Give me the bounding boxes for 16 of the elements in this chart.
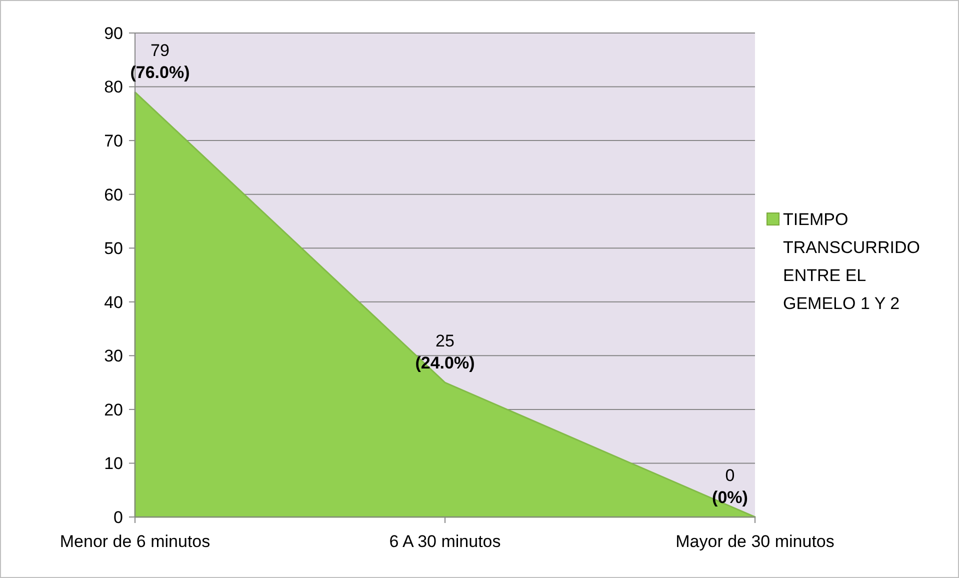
y-tick-label: 50 bbox=[104, 239, 123, 258]
y-tick-label: 60 bbox=[104, 185, 123, 204]
y-tick-label: 90 bbox=[104, 24, 123, 43]
data-label: 0 (0%) bbox=[712, 466, 748, 507]
y-tick-label: 70 bbox=[104, 132, 123, 151]
legend-label: TIEMPO TRANSCURRIDO ENTRE EL GEMELO 1 Y 2 bbox=[783, 210, 920, 313]
y-tick-label: 0 bbox=[114, 508, 123, 527]
y-tick-label: 20 bbox=[104, 400, 123, 420]
x-tick-label: 6 A 30 minutos bbox=[389, 532, 501, 551]
x-tick-label: Menor de 6 minutos bbox=[60, 532, 210, 551]
data-label: 79 (76.0%) bbox=[130, 41, 190, 82]
y-tick-label: 10 bbox=[104, 454, 123, 474]
y-tick-label: 40 bbox=[104, 292, 123, 312]
x-tick-label: Mayor de 30 minutos bbox=[676, 532, 834, 551]
y-tick-label: 80 bbox=[104, 78, 123, 97]
y-tick-label: 30 bbox=[104, 346, 123, 366]
